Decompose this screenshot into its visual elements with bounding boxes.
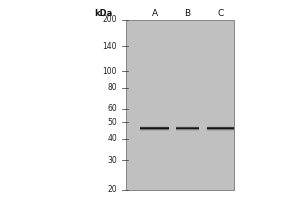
Text: A: A: [152, 8, 158, 18]
Bar: [140, 130, 169, 131]
Bar: [207, 130, 234, 131]
Text: 200: 200: [103, 16, 117, 24]
Bar: [176, 127, 199, 128]
Bar: [207, 125, 234, 126]
Bar: [140, 129, 169, 130]
Bar: [176, 130, 199, 131]
Text: C: C: [218, 8, 224, 18]
Text: 100: 100: [103, 67, 117, 76]
Bar: [176, 129, 199, 130]
Text: 30: 30: [107, 156, 117, 165]
Bar: [207, 128, 234, 129]
Bar: [176, 131, 199, 132]
Bar: [207, 127, 234, 128]
Bar: [176, 130, 199, 131]
Text: 50: 50: [107, 118, 117, 127]
Text: 20: 20: [107, 186, 117, 194]
Bar: [126, 20, 234, 190]
Text: kDa: kDa: [94, 9, 112, 19]
Bar: [176, 126, 199, 127]
Bar: [207, 131, 234, 132]
Text: 40: 40: [107, 134, 117, 143]
Bar: [140, 130, 169, 131]
Text: B: B: [184, 8, 190, 18]
Bar: [140, 128, 169, 129]
Text: 60: 60: [107, 104, 117, 113]
Bar: [140, 127, 169, 128]
Bar: [207, 130, 234, 131]
Bar: [140, 125, 169, 126]
Bar: [140, 127, 169, 128]
Bar: [176, 125, 199, 126]
Bar: [176, 128, 199, 129]
Bar: [176, 127, 199, 128]
Bar: [140, 128, 169, 129]
Bar: [176, 128, 199, 129]
Text: 140: 140: [103, 42, 117, 51]
Bar: [140, 131, 169, 132]
Bar: [140, 126, 169, 127]
Bar: [207, 129, 234, 130]
Bar: [207, 127, 234, 128]
Bar: [207, 128, 234, 129]
Text: 80: 80: [107, 83, 117, 92]
Bar: [207, 126, 234, 127]
